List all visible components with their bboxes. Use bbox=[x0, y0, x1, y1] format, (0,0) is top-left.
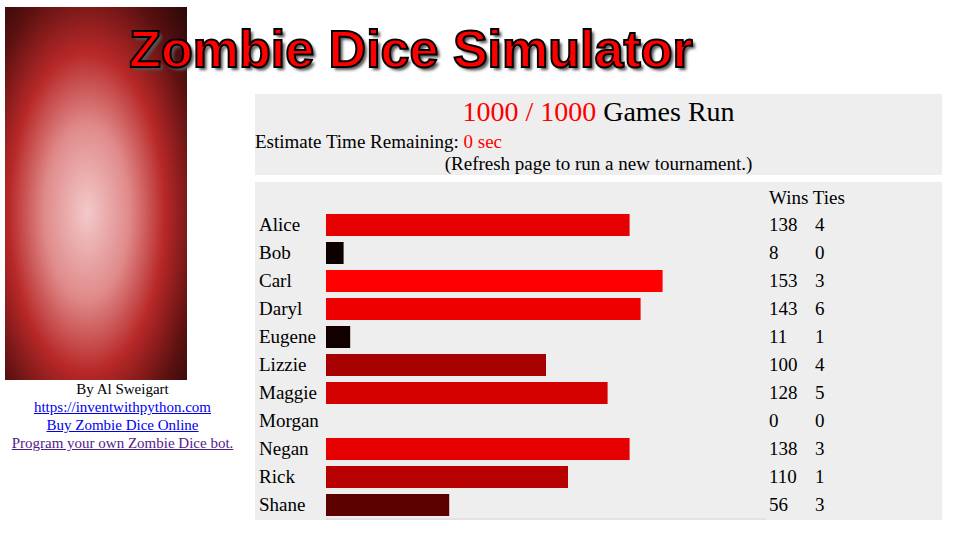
html-text:1: 1 bbox=[815, 326, 825, 347]
html-text:1: 1 bbox=[815, 466, 825, 487]
html-text:3: 3 bbox=[815, 494, 825, 515]
svg-text:Rick: Rick bbox=[259, 466, 295, 487]
svg-text:Daryl: Daryl bbox=[259, 298, 302, 319]
html-text:143: 143 bbox=[769, 298, 798, 319]
html-text:By Al Sweigart: By Al Sweigart bbox=[76, 381, 169, 397]
html-text:110: 110 bbox=[769, 466, 797, 487]
html-text:56: 56 bbox=[769, 494, 788, 515]
html-text:6: 6 bbox=[815, 298, 825, 319]
html-text:11: 11 bbox=[769, 326, 788, 347]
html-text:1000 / 1000 Games Run: 1000 / 1000 Games Run bbox=[462, 96, 735, 127]
html-text:Buy Zombie Dice Online: Buy Zombie Dice Online bbox=[46, 417, 199, 433]
html-text:(Refresh page to run a new tou: (Refresh page to run a new tournament.) bbox=[444, 153, 753, 174]
svg-text:Shane: Shane bbox=[259, 494, 305, 515]
html-text:5: 5 bbox=[815, 382, 825, 403]
svg-text:Maggie: Maggie bbox=[259, 382, 317, 403]
svg-text:Alice: Alice bbox=[259, 214, 300, 235]
svg-text:Lizzie: Lizzie bbox=[259, 354, 306, 375]
svg-text:Morgan: Morgan bbox=[259, 410, 319, 431]
html-text:8: 8 bbox=[769, 242, 779, 263]
html-text:128: 128 bbox=[769, 382, 798, 403]
html-text:138: 138 bbox=[769, 438, 798, 459]
html-text:Program your own Zombie Dice b: Program your own Zombie Dice bot. bbox=[11, 435, 234, 451]
html-text:Estimate Time Remaining: 0 sec: Estimate Time Remaining: 0 sec bbox=[255, 131, 502, 152]
svg-text:Carl: Carl bbox=[259, 270, 292, 291]
html-text:100: 100 bbox=[769, 354, 798, 375]
html-text:3: 3 bbox=[815, 438, 825, 459]
html-text:0: 0 bbox=[769, 410, 779, 431]
svg-text:Bob: Bob bbox=[259, 242, 291, 263]
svg-text:Negan: Negan bbox=[259, 438, 309, 459]
html-text:4: 4 bbox=[815, 214, 825, 235]
html-text:4: 4 bbox=[815, 354, 825, 375]
html-text:153: 153 bbox=[769, 270, 798, 291]
html-text:Zombie Dice Simulator: Zombie Dice Simulator bbox=[129, 20, 693, 78]
html-text:0: 0 bbox=[815, 242, 825, 263]
svg-text:Eugene: Eugene bbox=[259, 326, 316, 347]
html-text:0: 0 bbox=[815, 410, 825, 431]
html-text:138: 138 bbox=[769, 214, 798, 235]
html-text:https://inventwithpython.com: https://inventwithpython.com bbox=[34, 399, 211, 415]
html-text:Wins Ties: Wins Ties bbox=[769, 187, 845, 208]
html-text:3: 3 bbox=[815, 270, 825, 291]
